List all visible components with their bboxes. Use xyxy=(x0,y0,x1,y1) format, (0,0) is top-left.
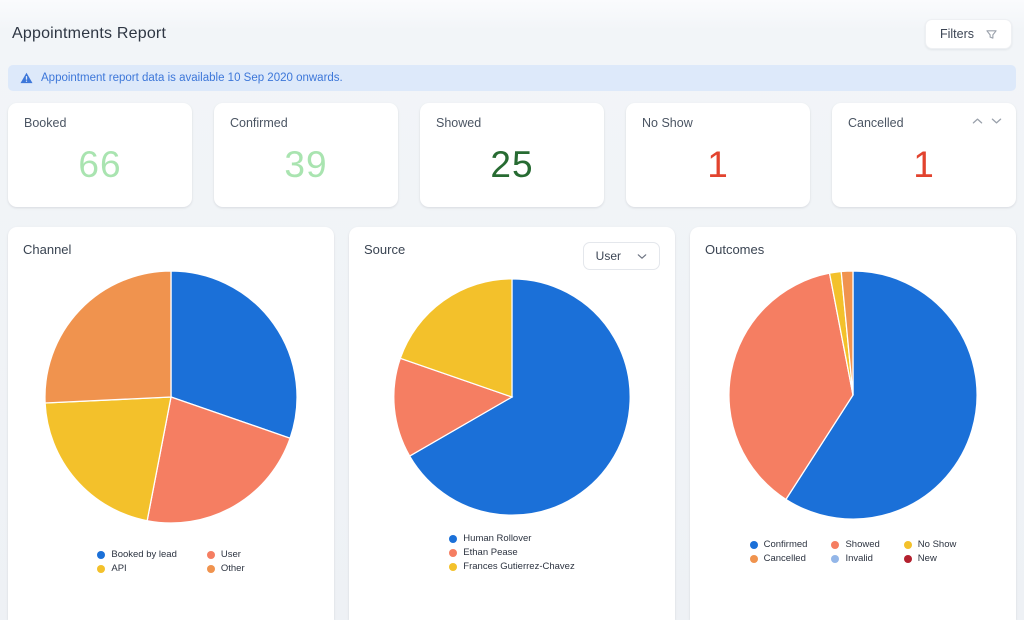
pie-slice-api[interactable] xyxy=(44,396,172,522)
legend-dot-icon xyxy=(831,540,840,549)
chevron-up-icon[interactable] xyxy=(972,117,983,125)
source-type-dropdown-value: User xyxy=(595,249,621,263)
stat-value: 1 xyxy=(707,144,729,185)
legend-dot-icon xyxy=(97,564,106,573)
legend-label: Frances Gutierrez-Chavez xyxy=(463,561,575,572)
info-banner-text: Appointment report data is available 10 … xyxy=(41,72,343,84)
source-chart-card: Source User Human Rollover Ethan Pease Fra… xyxy=(349,227,675,620)
legend-item-ethan-pease[interactable]: Ethan Pease xyxy=(449,547,574,558)
stat-value: 1 xyxy=(913,144,935,185)
stat-label: No Show xyxy=(642,116,693,130)
filters-button-label: Filters xyxy=(939,27,974,41)
legend-label: No Show xyxy=(917,539,957,550)
outcomes-pie-chart[interactable] xyxy=(727,269,979,521)
stats-row: Booked 66 Confirmed 39 Showed 25 No Show… xyxy=(8,103,1016,207)
stat-label: Confirmed xyxy=(230,116,288,130)
source-legend: Human Rollover Ethan Pease Frances Gutierr… xyxy=(364,533,660,572)
channel-pie-chart[interactable] xyxy=(43,269,299,525)
pie-slice-human-rollover[interactable] xyxy=(408,278,631,516)
chart-title-channel: Channel xyxy=(23,242,72,257)
legend-dot-icon xyxy=(831,554,840,563)
legend-dot-icon xyxy=(449,548,458,557)
pie-slice-confirmed[interactable] xyxy=(785,270,978,520)
page-header: Appointments Report Filters xyxy=(8,0,1016,52)
chevron-down-icon[interactable] xyxy=(991,117,1002,125)
legend-dot-icon xyxy=(206,550,215,559)
legend-dot-icon xyxy=(749,540,758,549)
legend-dot-icon xyxy=(449,534,458,543)
channel-legend: Booked by lead API User Other xyxy=(23,549,319,574)
warning-triangle-icon xyxy=(20,72,33,84)
pie-slice-cancelled[interactable] xyxy=(840,270,854,396)
stat-card-no-show: No Show 1 xyxy=(626,103,810,207)
legend-label: Other xyxy=(220,563,245,574)
legend-label: Booked by lead xyxy=(111,549,177,560)
legend-dot-icon xyxy=(449,562,458,571)
source-pie-wrap xyxy=(364,277,660,517)
legend-item-cancelled[interactable]: Cancelled xyxy=(749,553,808,564)
funnel-icon xyxy=(986,29,997,40)
outcomes-legend: Confirmed Cancelled Showed Invalid No Show Ne… xyxy=(705,539,1001,564)
stat-card-confirmed: Confirmed 39 xyxy=(214,103,398,207)
source-chart-header: Source User xyxy=(364,240,660,270)
info-banner: Appointment report data is available 10 … xyxy=(8,65,1016,91)
legend-label: Human Rollover xyxy=(463,533,532,544)
charts-row: Channel Booked by lead API User Other Sourc… xyxy=(8,227,1016,620)
stat-card-booked: Booked 66 xyxy=(8,103,192,207)
stat-card-showed: Showed 25 xyxy=(420,103,604,207)
stat-value: 39 xyxy=(284,144,328,185)
pie-slice-showed[interactable] xyxy=(728,272,854,501)
outcomes-pie-wrap xyxy=(705,269,1001,521)
filters-button[interactable]: Filters xyxy=(924,19,1012,49)
pie-slice-other[interactable] xyxy=(44,270,172,404)
pie-slice-ethan-pease[interactable] xyxy=(393,357,514,457)
legend-dot-icon xyxy=(749,554,758,563)
legend-item-other[interactable]: Other xyxy=(206,563,245,574)
channel-chart-card: Channel Booked by lead API User Other xyxy=(8,227,334,620)
legend-item-frances-gutierrez-chavez[interactable]: Frances Gutierrez-Chavez xyxy=(449,561,575,572)
legend-item-api[interactable]: API xyxy=(97,563,177,574)
legend-label: User xyxy=(220,549,241,560)
legend-label: API xyxy=(111,563,127,574)
stat-label: Showed xyxy=(436,116,482,130)
legend-label: Showed xyxy=(845,539,880,550)
legend-dot-icon xyxy=(206,564,215,573)
legend-label: Ethan Pease xyxy=(463,547,518,558)
pie-slice-user[interactable] xyxy=(146,396,291,524)
chevron-down-icon xyxy=(637,249,647,263)
legend-dot-icon xyxy=(903,554,912,563)
chart-title-outcomes: Outcomes xyxy=(705,242,765,257)
outcomes-chart-header: Outcomes xyxy=(705,240,1001,260)
legend-item-no-show[interactable]: No Show xyxy=(903,539,957,550)
outcomes-chart-card: Outcomes Confirmed Cancelled Showed Invalid… xyxy=(690,227,1016,620)
legend-item-invalid[interactable]: Invalid xyxy=(831,553,879,564)
stat-card-cancelled: Cancelled 1 xyxy=(832,103,1016,207)
page-title: Appointments Report xyxy=(12,25,167,42)
legend-item-confirmed[interactable]: Confirmed xyxy=(749,539,808,550)
stat-label: Booked xyxy=(24,116,67,130)
collapse-expand-controls xyxy=(972,117,1002,125)
legend-item-user[interactable]: User xyxy=(206,549,245,560)
legend-label: Invalid xyxy=(845,553,873,564)
legend-item-booked-by-lead[interactable]: Booked by lead xyxy=(97,549,177,560)
legend-item-showed[interactable]: Showed xyxy=(831,539,880,550)
legend-label: New xyxy=(917,553,937,564)
channel-pie-wrap xyxy=(23,269,319,525)
stat-value: 66 xyxy=(78,144,122,185)
stat-label: Cancelled xyxy=(848,116,904,130)
source-type-dropdown[interactable]: User xyxy=(582,242,660,270)
source-pie-chart[interactable] xyxy=(392,277,632,517)
legend-dot-icon xyxy=(97,550,106,559)
legend-item-new[interactable]: New xyxy=(903,553,957,564)
pie-slice-booked-by-lead[interactable] xyxy=(170,270,298,440)
legend-item-human-rollover[interactable]: Human Rollover xyxy=(449,533,574,544)
pie-slice-frances-gutierrez-chavez[interactable] xyxy=(399,278,513,398)
legend-label: Confirmed xyxy=(763,539,808,550)
chart-title-source: Source xyxy=(364,242,406,257)
legend-label: Cancelled xyxy=(763,553,806,564)
legend-dot-icon xyxy=(903,540,912,549)
stat-value: 25 xyxy=(490,144,534,185)
channel-chart-header: Channel xyxy=(23,240,319,260)
